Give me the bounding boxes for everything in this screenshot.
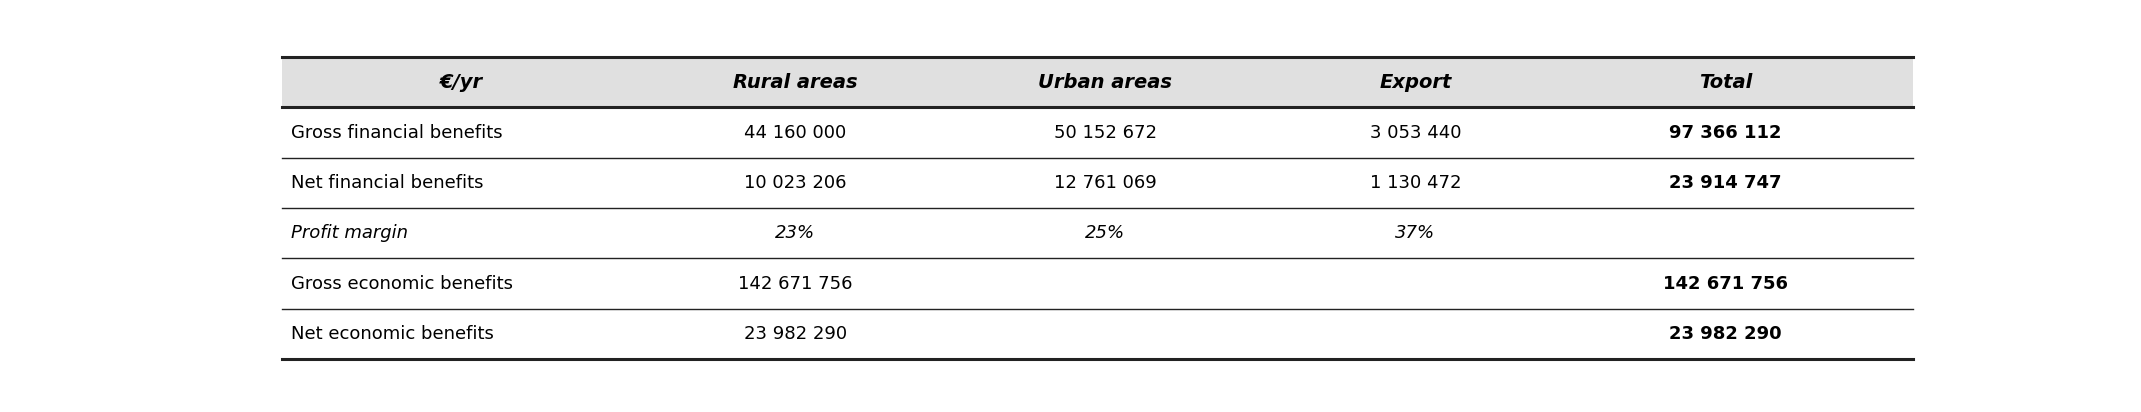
Text: Total: Total xyxy=(1698,73,1751,92)
Text: 142 671 756: 142 671 756 xyxy=(1664,274,1788,293)
Text: €/yr: €/yr xyxy=(439,73,482,92)
Bar xyxy=(283,57,1912,108)
Text: 44 160 000: 44 160 000 xyxy=(745,124,846,142)
Text: 23%: 23% xyxy=(775,224,816,242)
Text: Rural areas: Rural areas xyxy=(732,73,859,92)
Text: 23 914 747: 23 914 747 xyxy=(1670,174,1781,192)
Text: Net financial benefits: Net financial benefits xyxy=(291,174,484,192)
Text: 50 152 672: 50 152 672 xyxy=(1053,124,1156,142)
Text: 3 053 440: 3 053 440 xyxy=(1370,124,1460,142)
Text: Export: Export xyxy=(1379,73,1452,92)
Text: 142 671 756: 142 671 756 xyxy=(739,274,852,293)
Text: 37%: 37% xyxy=(1396,224,1434,242)
Text: 10 023 206: 10 023 206 xyxy=(745,174,846,192)
Text: Gross financial benefits: Gross financial benefits xyxy=(291,124,503,142)
Text: Profit margin: Profit margin xyxy=(291,224,409,242)
Text: 1 130 472: 1 130 472 xyxy=(1370,174,1460,192)
Text: Net economic benefits: Net economic benefits xyxy=(291,325,495,343)
Text: 12 761 069: 12 761 069 xyxy=(1053,174,1156,192)
Text: 23 982 290: 23 982 290 xyxy=(743,325,848,343)
Text: Urban areas: Urban areas xyxy=(1038,73,1173,92)
Text: 23 982 290: 23 982 290 xyxy=(1670,325,1781,343)
Text: Gross economic benefits: Gross economic benefits xyxy=(291,274,514,293)
Text: 97 366 112: 97 366 112 xyxy=(1670,124,1781,142)
Text: 25%: 25% xyxy=(1085,224,1126,242)
